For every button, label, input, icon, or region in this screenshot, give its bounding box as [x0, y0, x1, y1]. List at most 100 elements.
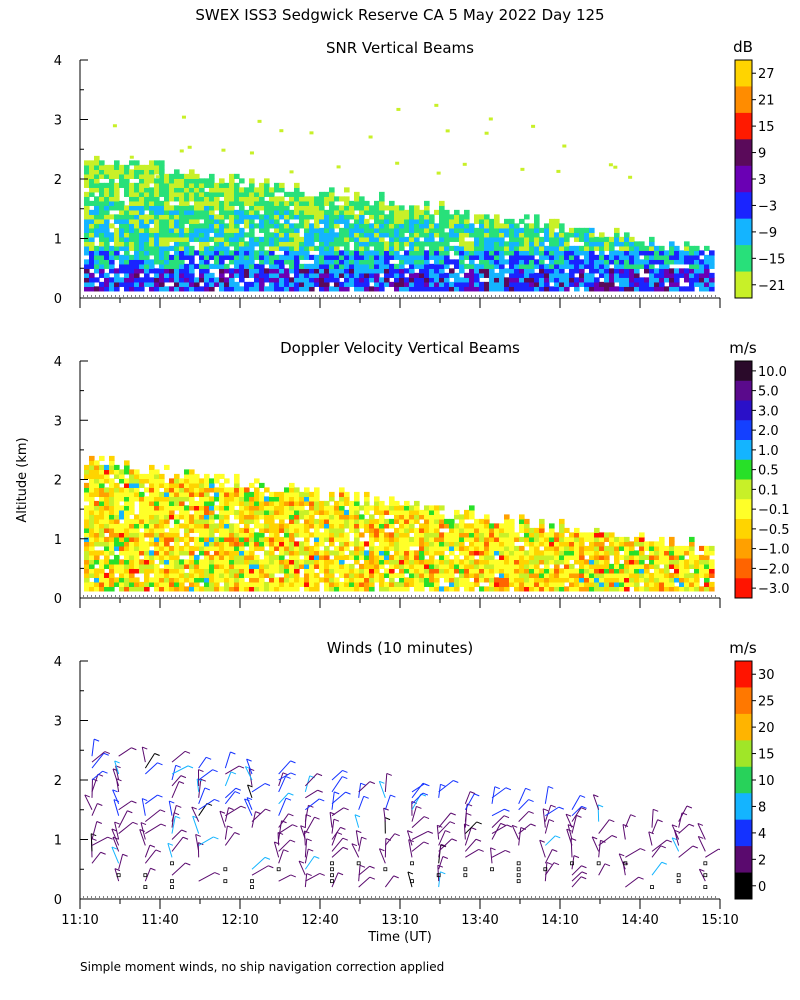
snr-cell	[474, 236, 480, 242]
doppler-cell	[519, 514, 525, 520]
doppler-cell	[159, 572, 165, 578]
doppler-cell	[289, 559, 295, 565]
doppler-cell	[469, 559, 475, 565]
doppler-cell	[144, 541, 150, 547]
snr-cell	[659, 272, 665, 278]
doppler-cell	[189, 577, 195, 583]
snr-cell	[579, 259, 585, 265]
snr-cell	[169, 196, 175, 202]
wind-barb-flag	[149, 844, 156, 848]
doppler-cell	[374, 536, 380, 542]
wind-barb-flag	[107, 836, 113, 840]
wind-barb-flag	[442, 856, 449, 859]
wind-barb	[278, 824, 293, 834]
doppler-cell	[234, 491, 240, 497]
doppler-cell	[594, 532, 600, 538]
doppler-cell	[219, 577, 225, 583]
snr-cell	[694, 263, 700, 269]
snr-cell	[254, 277, 260, 283]
snr-cell	[234, 241, 240, 247]
doppler-cell	[599, 572, 605, 578]
wind-barb-flag	[198, 769, 204, 773]
doppler-cell	[149, 505, 155, 511]
snr-cell	[334, 277, 340, 283]
snr-cell	[434, 250, 440, 256]
snr-cell	[234, 218, 240, 224]
doppler-cell	[494, 536, 500, 542]
wind-barb	[278, 874, 292, 882]
snr-cell	[119, 259, 125, 265]
doppler-cell	[169, 532, 175, 538]
doppler-cell	[199, 496, 205, 502]
snr-cell	[319, 263, 325, 269]
doppler-cell	[129, 505, 135, 511]
snr-cell	[114, 268, 120, 274]
doppler-cell	[94, 460, 100, 466]
doppler-cell	[569, 577, 575, 583]
y-tick-label: 0	[54, 292, 62, 307]
doppler-cell	[424, 581, 430, 587]
calm-marker	[170, 885, 174, 889]
wind-barb-flag	[160, 823, 167, 827]
snr-cell	[219, 209, 225, 215]
doppler-cell	[529, 527, 535, 533]
snr-cell	[314, 245, 320, 251]
wind-barb	[436, 825, 440, 840]
snr-cell	[109, 236, 115, 242]
doppler-cell	[239, 577, 245, 583]
wind-barb	[278, 797, 287, 816]
wind-barb-flag	[142, 798, 148, 802]
snr-cell	[164, 223, 170, 229]
snr-cell	[409, 259, 415, 265]
wind-barb	[331, 832, 338, 846]
wind-barb-flag	[196, 778, 203, 782]
snr-cell	[284, 236, 290, 242]
snr-cell	[339, 281, 345, 287]
wind-barb-flag	[246, 797, 253, 800]
doppler-cell	[654, 559, 660, 565]
snr-cell	[704, 245, 710, 251]
snr-cell	[444, 241, 450, 247]
doppler-cell	[519, 545, 525, 551]
doppler-cell	[649, 559, 655, 565]
snr-cell	[494, 272, 500, 278]
doppler-cell	[159, 473, 165, 479]
snr-cell	[434, 286, 440, 292]
wind-barb-flag	[453, 780, 459, 783]
snr-cell	[299, 200, 305, 206]
wind-barb-flag	[427, 830, 434, 834]
snr-cell	[134, 286, 140, 292]
doppler-cell	[399, 568, 405, 574]
doppler-cell	[274, 523, 280, 529]
doppler-cell	[104, 581, 110, 587]
doppler-cell	[249, 541, 255, 547]
doppler-cell	[99, 541, 105, 547]
snr-cell	[544, 250, 550, 256]
doppler-cell	[104, 491, 110, 497]
doppler-cell	[324, 536, 330, 542]
doppler-cell	[409, 581, 415, 587]
snr-cell	[434, 281, 440, 287]
doppler-cell	[264, 586, 270, 592]
doppler-cell	[429, 541, 435, 547]
doppler-cell	[469, 527, 475, 533]
snr-cell	[229, 241, 235, 247]
doppler-cell	[464, 563, 470, 569]
snr-cell	[284, 232, 290, 238]
snr-cell	[204, 272, 210, 278]
snr-cell	[664, 268, 670, 274]
snr-cell	[294, 223, 300, 229]
doppler-cell	[324, 527, 330, 533]
doppler-cell	[89, 554, 95, 560]
snr-cell	[114, 200, 120, 206]
doppler-cell	[574, 541, 580, 547]
doppler-cell	[474, 568, 480, 574]
wind-barb-flag	[359, 864, 366, 868]
snr-cell	[89, 232, 95, 238]
snr-cell	[249, 227, 255, 233]
snr-cell	[584, 277, 590, 283]
doppler-cell	[194, 505, 200, 511]
doppler-cell	[329, 491, 335, 497]
doppler-cell	[129, 469, 135, 475]
doppler-cell	[154, 509, 160, 515]
